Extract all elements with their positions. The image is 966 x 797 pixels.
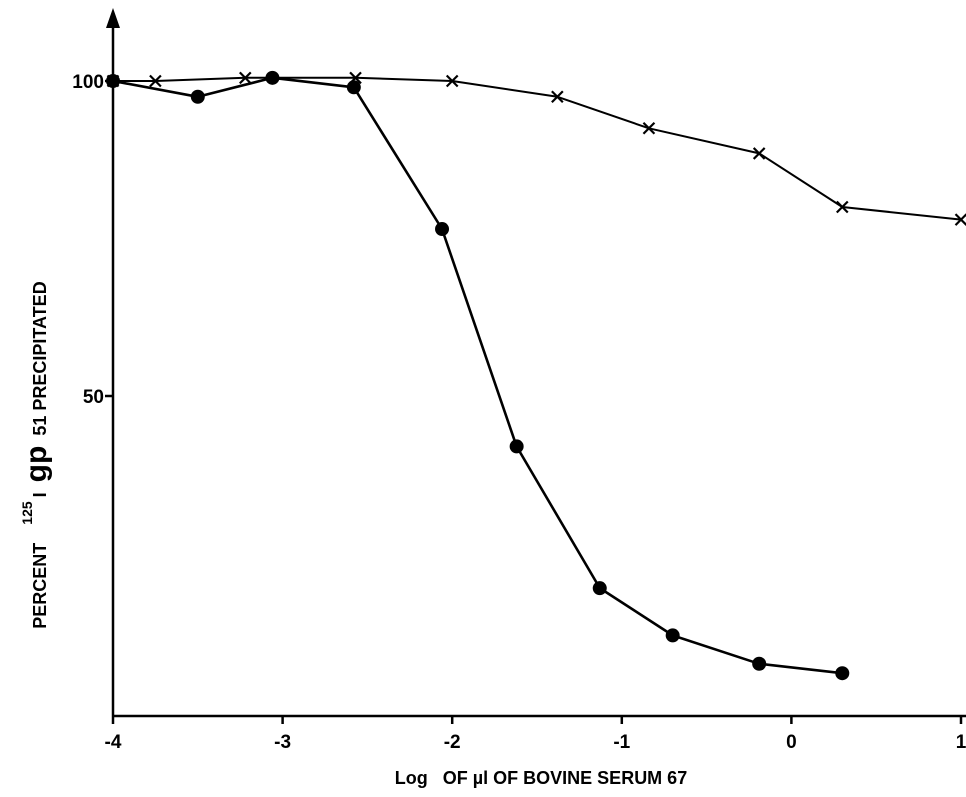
data-point-cross: [551, 90, 564, 104]
y-tick-label: 50: [83, 387, 104, 408]
y-axis-title: PERCENT 125 I gp 51 PRECIPITATED: [19, 281, 53, 628]
x-tick-label: -1: [613, 732, 630, 753]
data-point-circle: [592, 581, 607, 596]
data-point-circle: [265, 70, 280, 85]
data-point-cross: [149, 74, 162, 88]
y-axis-arrow: [106, 8, 120, 28]
x-tick-label: 0: [786, 732, 797, 753]
data-point-cross: [954, 213, 966, 226]
y-axis-title-part1: PERCENT: [30, 543, 50, 629]
data-point-cross: [642, 121, 656, 135]
data-point-circle: [509, 439, 524, 454]
y-tick-label: 100: [72, 72, 104, 93]
x-tick-label: 1: [956, 732, 966, 753]
data-point-cross: [349, 71, 362, 85]
y-axis-title-big: gp: [20, 446, 53, 483]
svg-text:PERCENT 125 I: PERCENT 125 I gp 51 PRECIPITATED: [19, 281, 53, 628]
data-point-circle: [190, 89, 205, 104]
x-axis-title: Log OF µl OF BOVINE SERUM 67: [395, 768, 687, 788]
series-line-cross: [113, 76, 962, 221]
data-point-circle: [835, 666, 850, 681]
x-tick-label: -4: [105, 732, 122, 753]
data-point-circle: [752, 656, 767, 671]
y-axis-title-sup: 125: [19, 501, 35, 525]
data-point-cross: [445, 74, 459, 88]
y-axis-title-part3: 51 PRECIPITATED: [30, 281, 50, 435]
x-axis-title-rest: OF µl OF BOVINE SERUM 67: [443, 768, 687, 788]
data-point-cross: [239, 71, 252, 85]
data-point-cross: [106, 74, 120, 88]
x-axis-title-prefix: Log: [395, 768, 428, 788]
y-axis-title-part2: I: [30, 492, 50, 497]
data-point-circle: [665, 628, 680, 643]
data-point-circle: [435, 222, 450, 237]
data-point-cross: [836, 200, 849, 214]
x-tick-label: -2: [444, 732, 461, 753]
data-point-circle: [346, 80, 361, 95]
x-tick-label: -3: [274, 732, 291, 753]
series-line-filled-circle: [112, 76, 843, 675]
data-point-cross: [752, 147, 766, 160]
